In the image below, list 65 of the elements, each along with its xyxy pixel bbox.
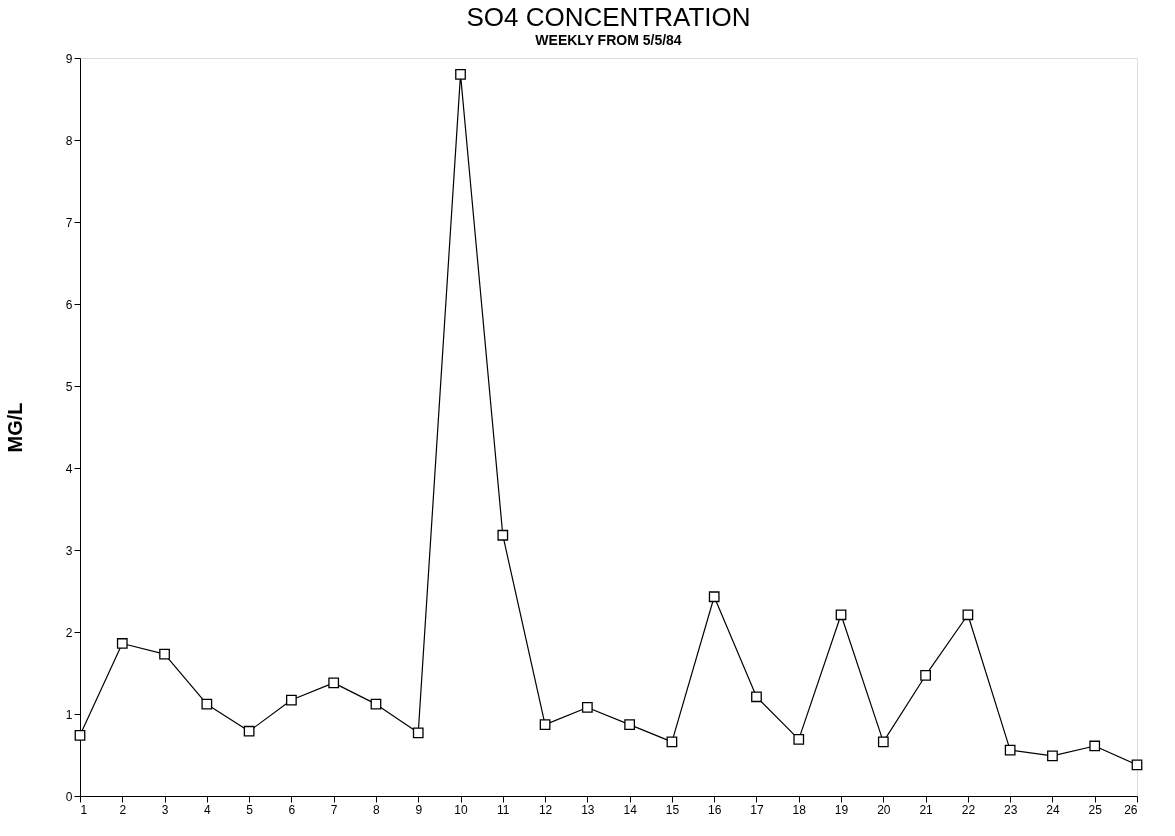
x-tick-label: 15 xyxy=(665,802,680,817)
point xyxy=(328,677,340,689)
point xyxy=(581,702,593,713)
x-tick-label: 2 xyxy=(119,802,127,817)
x-tick-label: 14 xyxy=(623,802,638,817)
point xyxy=(412,727,424,739)
y-tick-label: 1 xyxy=(65,707,73,722)
x-tick-label: 11 xyxy=(497,802,510,817)
point xyxy=(1131,759,1143,771)
x-tick-label: 21 xyxy=(919,802,934,817)
point xyxy=(539,719,551,731)
x-tick-label: 17 xyxy=(750,802,764,817)
point xyxy=(201,698,213,710)
x-tick-label: 13 xyxy=(581,802,595,817)
y-tick-label: 5 xyxy=(65,379,73,394)
x-tick-label: 18 xyxy=(792,802,807,817)
x-tick-label: 16 xyxy=(708,802,722,817)
x-tick-label: 19 xyxy=(834,802,849,817)
x-tick-label: 9 xyxy=(415,802,423,817)
point xyxy=(243,725,255,737)
point xyxy=(708,591,720,603)
chart-title: SO4 CONCENTRATION xyxy=(466,2,751,32)
y-tick-label: 4 xyxy=(65,461,73,476)
y-tick-label: 8 xyxy=(65,133,73,148)
point xyxy=(1004,744,1016,756)
y-tick-label: 2 xyxy=(65,625,73,640)
x-tick-label: 4 xyxy=(204,802,211,817)
x-tick-label: 1 xyxy=(80,802,88,817)
point xyxy=(455,69,466,80)
y-tick-label: 0 xyxy=(65,789,73,804)
point xyxy=(286,694,297,706)
x-tick-label: 22 xyxy=(961,802,976,817)
point xyxy=(666,736,678,748)
x-tick-label: 25 xyxy=(1088,802,1103,817)
x-tick-label: 12 xyxy=(538,802,553,817)
x-tick-label: 3 xyxy=(161,802,169,817)
x-tick-label: 7 xyxy=(330,802,338,817)
point xyxy=(920,670,931,681)
y-axis-title: MG/L xyxy=(3,402,26,453)
x-tick-label: 10 xyxy=(454,802,469,817)
point xyxy=(1089,740,1101,752)
point xyxy=(835,609,847,621)
point xyxy=(116,638,128,649)
x-tick-label: 5 xyxy=(246,802,254,817)
x-tick-label: 23 xyxy=(1003,802,1018,817)
x-tick-label: 20 xyxy=(877,802,891,817)
point xyxy=(962,609,974,621)
point xyxy=(159,648,170,660)
x-tick-label: 24 xyxy=(1046,802,1060,817)
point xyxy=(624,719,636,731)
y-tick-label: 6 xyxy=(65,297,73,312)
point xyxy=(751,691,762,703)
point xyxy=(1047,750,1058,762)
y-tick-label: 9 xyxy=(65,51,73,66)
y-tick-label: 7 xyxy=(65,215,73,230)
x-tick-label: 8 xyxy=(373,802,381,817)
x-tick-label: 6 xyxy=(288,802,296,817)
y-tick-label: 3 xyxy=(65,543,73,558)
chart-subtitle: WEEKLY FROM 5/5/84 xyxy=(535,32,682,48)
point xyxy=(74,729,86,741)
point xyxy=(370,698,382,710)
point xyxy=(877,736,889,748)
x-tick-label: 26 xyxy=(1124,802,1138,817)
point xyxy=(497,529,509,541)
point xyxy=(793,734,805,745)
